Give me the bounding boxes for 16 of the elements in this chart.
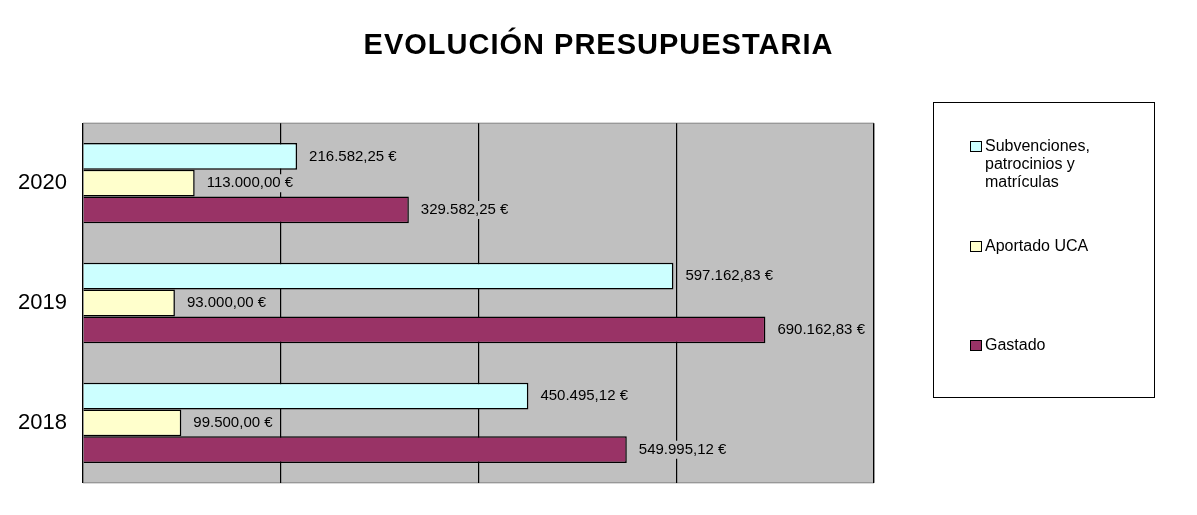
chart-title: EVOLUCIÓN PRESUPUESTARIA [362,28,835,61]
data-label: 216.582,25 € [309,146,398,164]
legend-label: Aportado UCA [985,237,1090,255]
data-label: 597.162,83 € [685,266,774,284]
y-tick-label: 2019 [17,289,67,315]
data-label: 93.000,00 € [186,293,267,311]
legend-label: Gastado [985,336,1047,354]
data-label: 113.000,00 € [206,173,294,191]
y-tick-label: 2018 [17,408,67,434]
data-label: 450.495,12 € [540,386,629,404]
data-label: 549.995,12 € [638,439,728,457]
data-label: 329.582,25 € [420,200,510,218]
data-label: 690.162,83 € [777,319,866,337]
y-tick-label: 2020 [17,169,67,195]
data-label: 99.500,00 € [193,413,274,431]
legend-label: Subvenciones, patrocinios y matrículas [985,137,1091,191]
